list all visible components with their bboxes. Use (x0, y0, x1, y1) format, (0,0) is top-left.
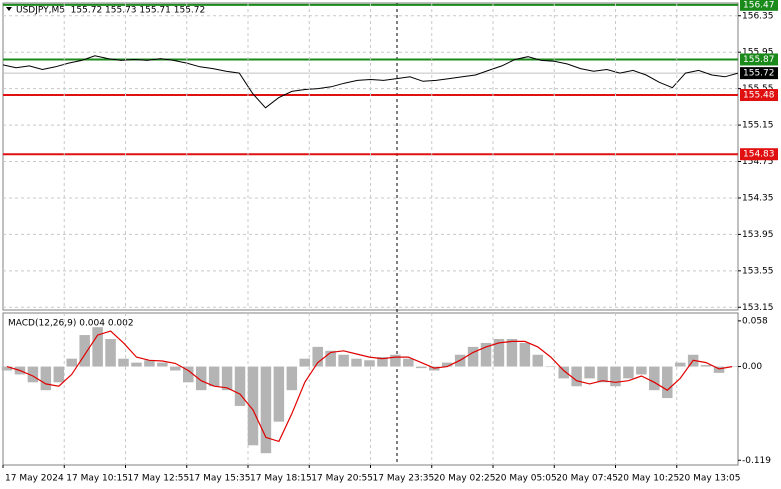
macd-bar (105, 338, 116, 367)
x-tick-label: 20 May 07:45 (556, 474, 618, 484)
macd-bar (234, 366, 246, 406)
macd-bar (545, 366, 556, 368)
macd-bar (338, 354, 349, 367)
macd-bar (273, 366, 285, 422)
current-price-box (740, 67, 778, 80)
macd-bar (364, 360, 375, 367)
macd-bar (558, 366, 569, 379)
macd-bar (286, 366, 298, 391)
macd-bar (92, 327, 103, 367)
current-price-label: 155.72 (743, 69, 775, 79)
x-tick-label: 17 May 12:55 (128, 474, 190, 484)
macd-bar (623, 366, 634, 379)
macd-bar (299, 358, 311, 367)
x-tick-label: 17 May 10:15 (66, 474, 128, 484)
macd-bar (713, 366, 725, 373)
macd-bar (493, 338, 505, 367)
macd-panel (2, 312, 739, 466)
macd-bar (584, 366, 595, 379)
macd-bar (170, 366, 181, 371)
macd-bar (519, 342, 531, 367)
macd-bar (195, 366, 207, 391)
macd-bar (636, 366, 647, 375)
macd-bar (312, 346, 323, 367)
level-box (740, 89, 778, 102)
macd-bar (390, 354, 401, 367)
y-tick-label: 156.35 (742, 11, 774, 21)
macd-bar (441, 362, 453, 367)
macd-bar (416, 366, 427, 369)
macd-bar (1, 366, 13, 371)
level-box (740, 148, 778, 161)
x-tick-label: 20 May 05:05 (495, 474, 557, 484)
macd-bar (144, 360, 155, 367)
y-tick-label: 153.15 (742, 303, 774, 313)
level-label: 155.87 (743, 55, 775, 65)
y-tick-label: 154.35 (742, 193, 774, 203)
macd-bar (700, 364, 712, 367)
macd-bar (506, 338, 518, 367)
level-box (740, 0, 778, 11)
y-tick-label: 153.55 (742, 266, 774, 276)
x-tick-label: 17 May 20:55 (311, 474, 373, 484)
y-tick-label: -0.119 (742, 456, 771, 466)
macd-bar (183, 366, 194, 383)
macd-bar (325, 350, 336, 367)
level-label: 155.48 (743, 91, 775, 101)
macd-bar (260, 366, 272, 454)
macd-bar (403, 358, 414, 367)
x-tick-label: 17 May 15:35 (189, 474, 251, 484)
macd-bar (79, 335, 90, 367)
macd-title: MACD(12,26,9) 0.004 0.002 (8, 319, 134, 329)
y-tick-label: 155.15 (742, 121, 774, 131)
macd-bar (247, 366, 259, 446)
macd-bar (208, 366, 220, 387)
x-tick-label: 20 May 13:05 (679, 474, 741, 484)
macd-bar (662, 366, 673, 399)
y-tick-label: 154.75 (742, 157, 774, 167)
macd-bar (27, 366, 39, 383)
x-tick-label: 20 May 02:25 (434, 474, 496, 484)
y-tick-label: 0.058 (742, 316, 768, 326)
macd-bar (674, 362, 686, 367)
signal-line (6, 330, 733, 443)
title-arrow (6, 7, 12, 11)
y-tick-label: 153.95 (742, 230, 774, 240)
macd-bar (131, 362, 142, 367)
macd-bar (377, 357, 388, 367)
macd-bar (157, 362, 168, 367)
macd-bar (40, 366, 52, 391)
y-tick-label: 155.95 (742, 48, 774, 58)
macd-bar (571, 366, 582, 387)
chart-title: USDJPY,M5 155.72 155.73 155.71 155.72 (16, 6, 205, 16)
x-tick-label: 17 May 2024 (5, 474, 64, 484)
macd-bar (53, 366, 65, 383)
macd-bar (351, 358, 362, 367)
macd-bar (649, 366, 660, 391)
x-tick-label: 17 May 18:15 (250, 474, 312, 484)
macd-bar (597, 366, 608, 383)
macd-bar (467, 346, 479, 367)
x-tick-label: 20 May 10:25 (618, 474, 680, 484)
level-label: 154.83 (743, 150, 775, 160)
y-tick-label: 0.00 (742, 362, 762, 372)
macd-bar (610, 366, 621, 387)
macd-bar (221, 366, 233, 391)
x-tick-label: 17 May 23:35 (373, 474, 435, 484)
macd-bar (532, 354, 544, 367)
macd-bar (118, 358, 129, 367)
macd-bar (480, 342, 492, 367)
level-box (740, 53, 778, 66)
macd-bar (66, 358, 77, 367)
level-label: 156.47 (743, 0, 775, 10)
